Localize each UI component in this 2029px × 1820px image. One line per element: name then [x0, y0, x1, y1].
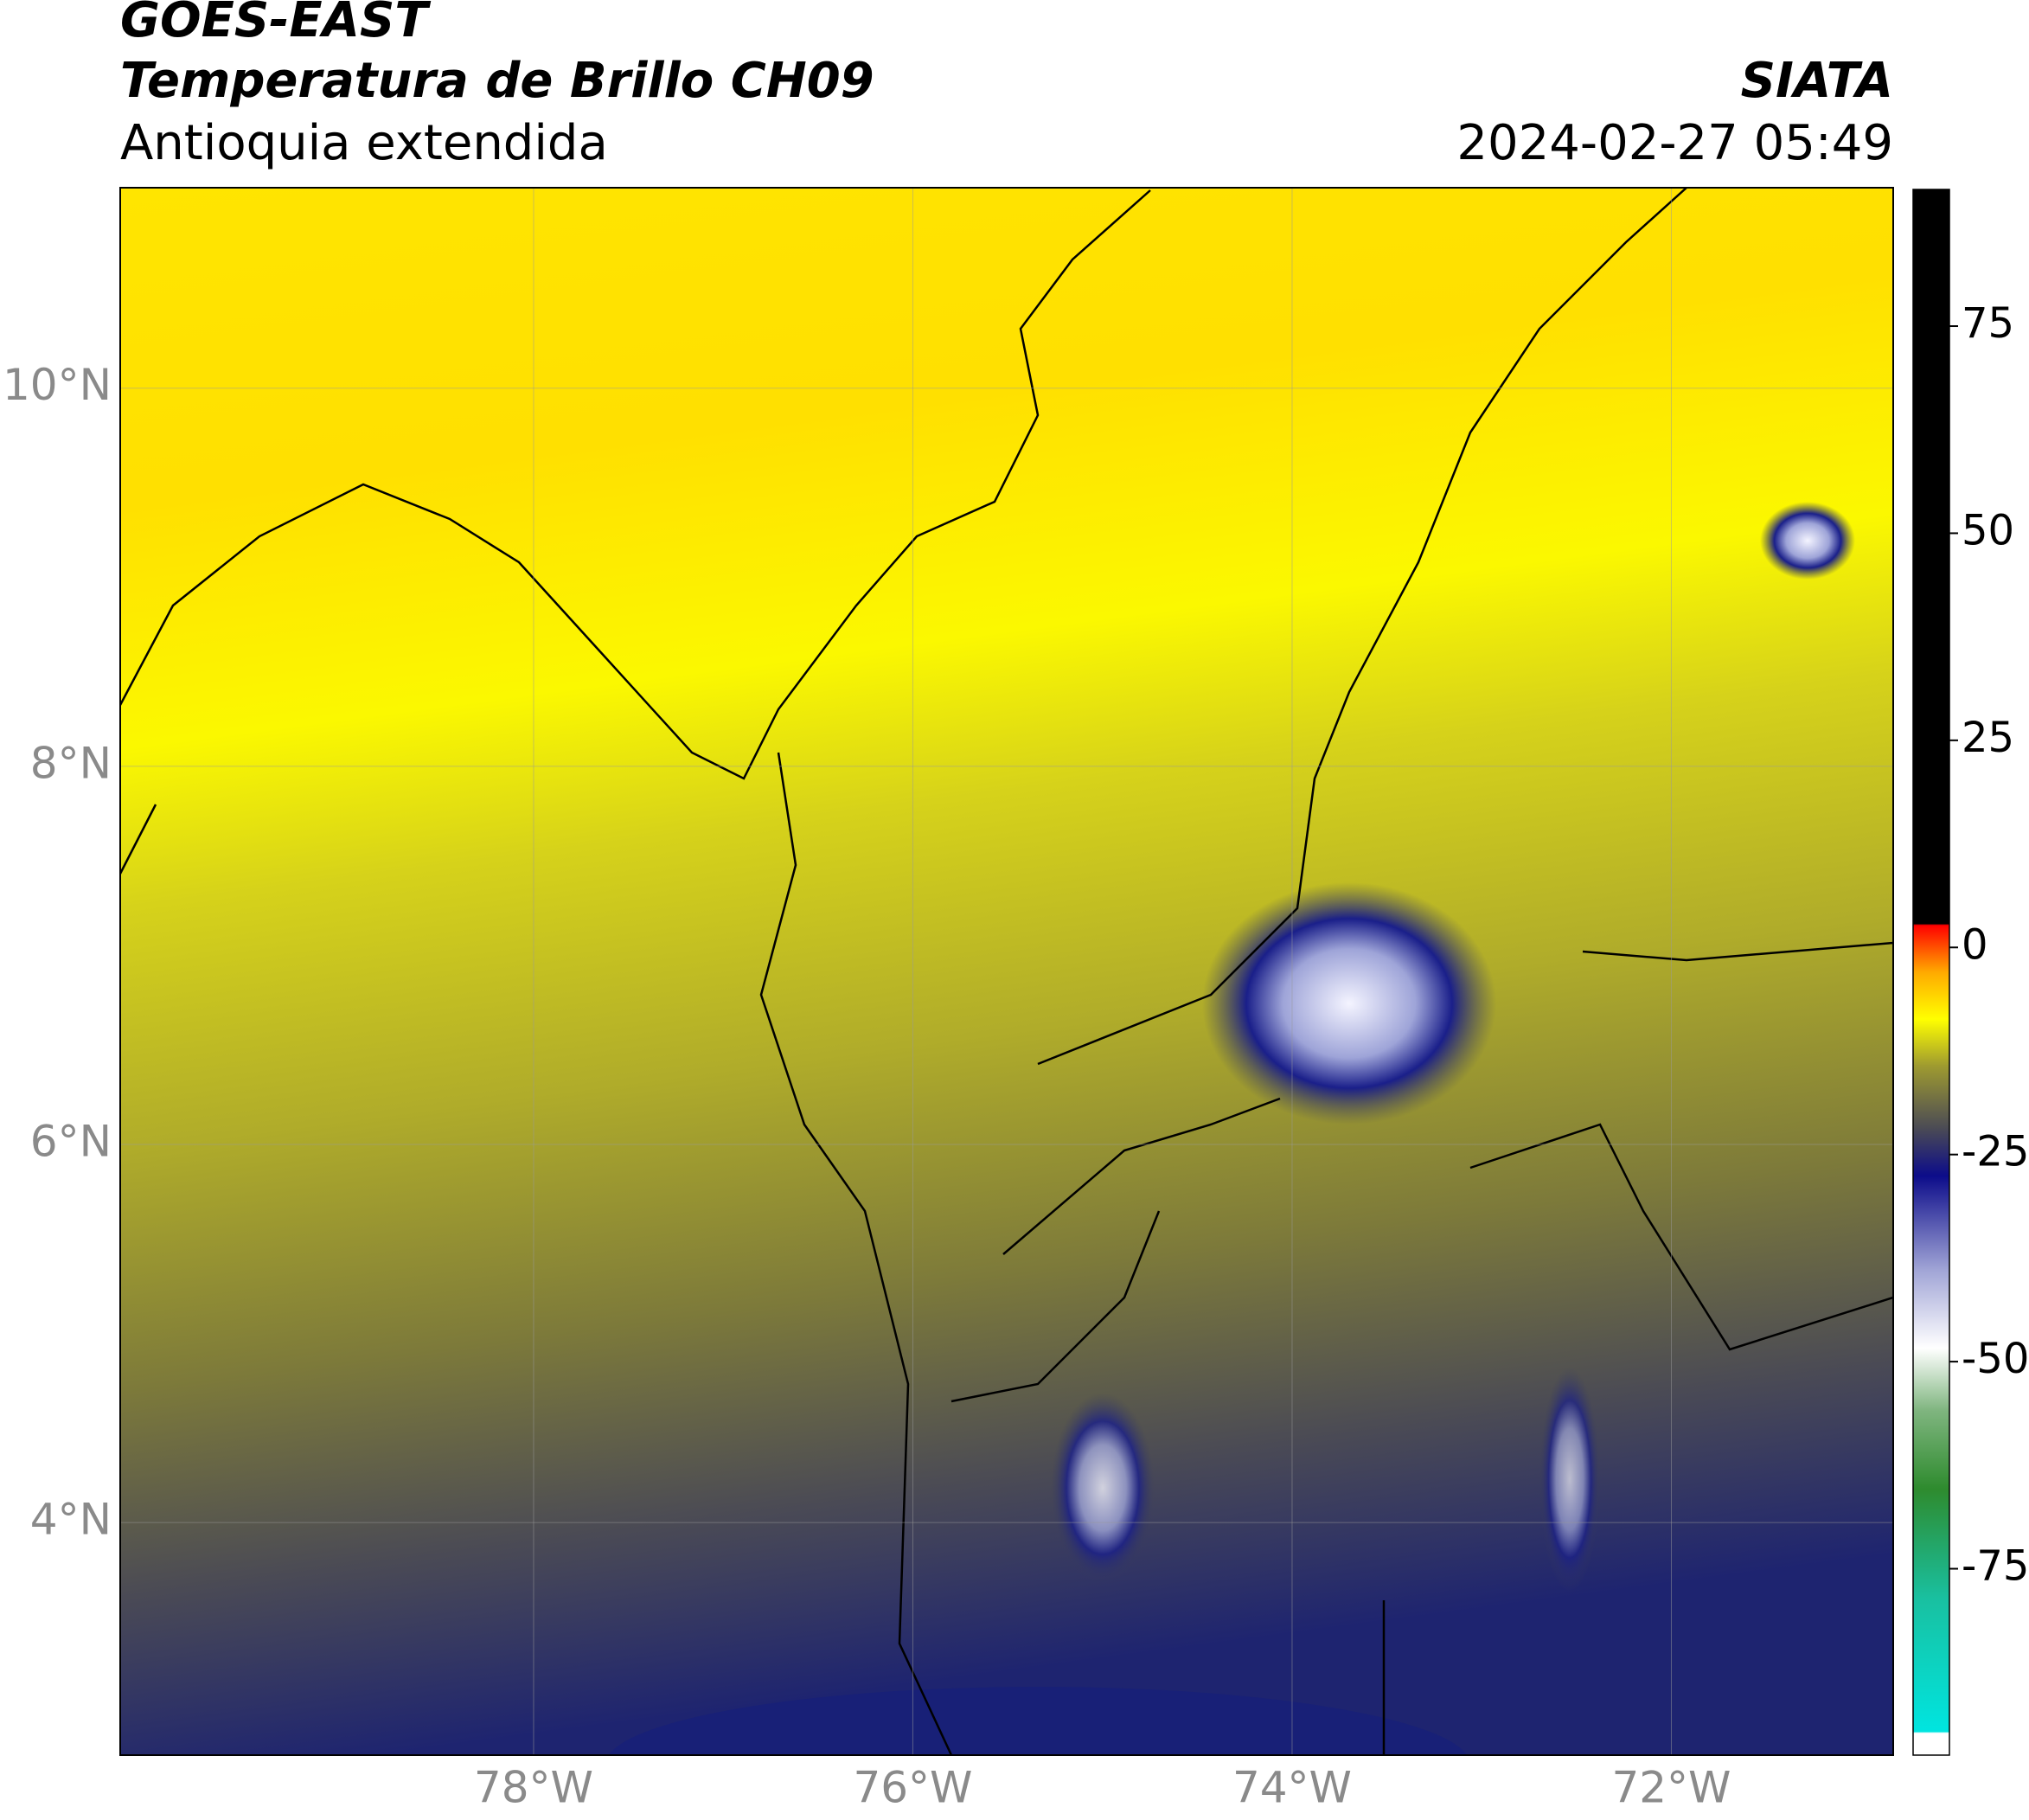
storm-cell: [1760, 502, 1855, 580]
brightness-field: [120, 188, 1893, 1755]
region: Antioquia extendida: [120, 115, 608, 171]
lat-tick-label: 4°N: [30, 1495, 112, 1545]
colorbar-tick-label: 75: [1962, 299, 2014, 348]
graticule: [120, 188, 1893, 1755]
cloud-band: [608, 1687, 1468, 1755]
lon-tick-label: 72°W: [1611, 1763, 1731, 1813]
colorbar-tick-label: -75: [1962, 1542, 2029, 1591]
datetime: 2024-02-27 05:49: [1456, 115, 1893, 171]
boundaries: [120, 188, 1893, 1755]
lon-tick-label: 74°W: [1232, 1763, 1352, 1813]
satellite: GOES-EAST: [120, 0, 431, 48]
colorbar-tick-label: -25: [1962, 1128, 2029, 1176]
colorbar-tick-label: 25: [1962, 714, 2014, 762]
storm-cell: [1051, 1393, 1155, 1583]
map-frame: [119, 187, 1894, 1756]
product: Temperatura de Brillo CH09: [120, 53, 874, 109]
lon-tick-label: 78°W: [474, 1763, 593, 1813]
colorbar: [1912, 189, 1950, 1756]
lon-tick-label: 76°W: [853, 1763, 972, 1813]
storm-cell: [1202, 882, 1496, 1125]
colorbar-tick-label: -50: [1962, 1335, 2029, 1383]
lat-tick-label: 8°N: [30, 738, 112, 788]
colorbar-tick-label: 0: [1962, 920, 1988, 969]
colorbar-tick-label: 50: [1962, 506, 2014, 554]
source: SIATA: [1741, 53, 1893, 109]
lat-tick-label: 10°N: [3, 360, 112, 410]
storm-cell: [1539, 1367, 1600, 1592]
map-image: [120, 188, 1893, 1755]
lat-tick-label: 6°N: [30, 1116, 112, 1166]
